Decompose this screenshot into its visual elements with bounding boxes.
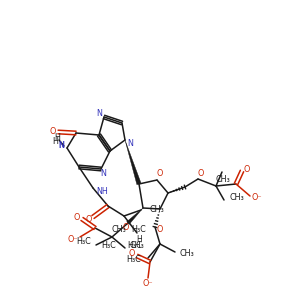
Text: O: O xyxy=(157,169,163,178)
Text: O: O xyxy=(86,215,92,224)
Text: O: O xyxy=(123,224,129,232)
Text: H₃C: H₃C xyxy=(132,226,146,235)
Text: O: O xyxy=(198,169,204,178)
Text: H₃C: H₃C xyxy=(102,241,116,250)
Text: H: H xyxy=(52,136,58,146)
Polygon shape xyxy=(125,140,141,185)
Text: O: O xyxy=(50,128,56,136)
Text: CH₃: CH₃ xyxy=(229,193,244,202)
Text: N: N xyxy=(58,142,64,151)
Text: O⁻: O⁻ xyxy=(68,236,78,244)
Text: O: O xyxy=(244,164,250,173)
Text: O: O xyxy=(129,250,135,259)
Text: N: N xyxy=(127,140,133,148)
Text: H: H xyxy=(136,235,142,244)
Text: CH₃: CH₃ xyxy=(149,205,164,214)
Text: N: N xyxy=(100,169,106,178)
Text: O⁻: O⁻ xyxy=(252,194,262,202)
Text: H₃C: H₃C xyxy=(128,241,142,250)
Text: H₃C: H₃C xyxy=(76,238,91,247)
Text: N: N xyxy=(96,110,102,118)
Text: CH₃: CH₃ xyxy=(216,175,230,184)
Text: NH: NH xyxy=(96,187,108,196)
Text: N: N xyxy=(58,142,64,151)
Text: H₃C: H₃C xyxy=(126,256,141,265)
Text: O: O xyxy=(157,224,163,233)
Text: O: O xyxy=(74,212,80,221)
Text: H: H xyxy=(54,133,60,142)
Text: CH₃: CH₃ xyxy=(180,250,195,259)
Polygon shape xyxy=(127,208,143,224)
Text: CH₃: CH₃ xyxy=(112,226,126,235)
Text: O⁻: O⁻ xyxy=(143,278,153,287)
Text: CH₃: CH₃ xyxy=(130,242,145,250)
